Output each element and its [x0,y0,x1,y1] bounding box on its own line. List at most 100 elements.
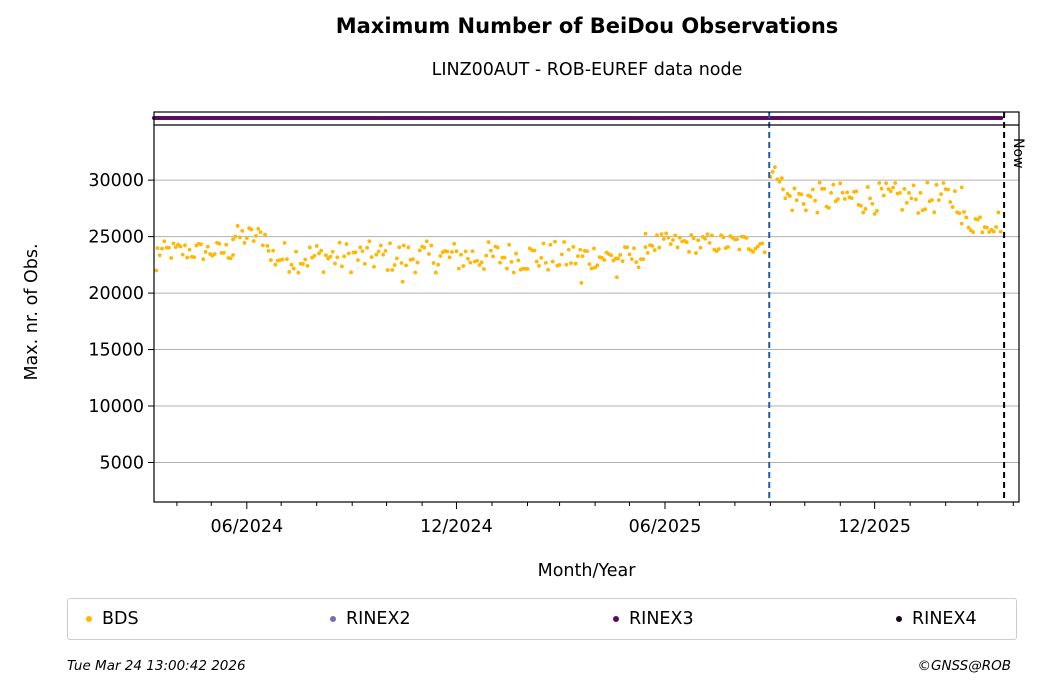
bds-point [726,245,730,249]
bds-point [801,202,806,206]
bds-point [537,263,541,268]
bds-point [975,217,980,222]
bds-point [959,185,964,190]
bds-point [845,190,850,195]
y-axis-label: Max. nr. of Obs. [22,243,42,380]
bds-point [491,254,496,259]
bds-point [498,260,502,265]
bds-point [323,253,328,258]
bds-point [303,257,308,262]
bds-point [815,210,820,215]
plot-frame [153,111,1020,503]
bds-point [511,270,516,275]
bds-point [369,255,374,260]
bds-point [913,197,918,202]
bds-point [808,194,813,199]
bds-point [477,263,482,267]
bds-point [349,270,353,275]
bds-point [831,182,836,187]
bds-point [424,239,429,244]
bds-point [865,185,870,189]
bds-point [836,197,840,201]
bds-point [427,252,431,256]
bds-point [166,245,171,250]
bds-point [779,176,784,181]
bds-point [534,259,539,264]
bds-point [399,261,404,265]
bds-point [562,240,567,244]
bds-point [657,245,662,250]
rinex-availability-strip [152,116,1004,120]
bds-point [362,261,367,266]
bds-point [397,245,402,250]
bds-point [509,259,514,264]
bds-point [580,254,585,259]
bds-point [385,268,390,272]
bds-point [904,200,909,205]
bds-point [251,239,256,243]
bds-point [256,226,261,231]
bds-point [770,169,775,174]
bds-point [804,208,808,213]
bds-point [966,225,971,230]
bds-point [431,261,436,265]
bds-point [178,244,183,249]
bds-point [634,260,639,265]
bds-point [822,186,827,191]
bds-point [461,264,466,268]
bds-point [504,266,509,271]
bds-point [978,215,982,220]
legend-marker-rinex3 [613,616,619,622]
bds-point [263,232,268,237]
bds-point [438,254,443,258]
x-axis: 06/2024 12/2024 06/2025 12/2025 [176,502,1014,537]
bds-point [737,247,742,252]
legend-marker-bds [86,616,92,622]
bds-point [381,252,386,257]
bds-point [609,253,614,258]
bds-point [661,237,666,241]
bds-point [744,236,749,240]
bds-point [691,236,696,241]
bds-point [932,210,937,215]
bds-point [330,249,335,254]
bds-point [659,232,664,237]
bds-point [185,255,190,260]
bds-point [783,196,788,201]
bds-point [573,261,578,266]
bds-point [312,253,317,258]
bds-point [694,251,698,255]
bds-point [861,210,866,215]
bds-point [335,255,340,260]
bds-point [376,249,381,254]
bds-point [291,266,296,271]
bds-point [289,262,294,267]
bds-point [705,232,710,237]
bds-point [394,256,399,261]
bds-point [790,208,795,213]
bds-point [454,249,459,254]
bds-point [249,227,254,232]
legend-item-rinex2: RINEX2 [330,599,411,639]
bds-point [817,180,822,185]
bds-point [794,198,799,203]
bds-point [436,262,441,267]
bds-point [333,261,337,266]
bds-point [849,196,854,201]
bds-point [452,241,457,246]
bds-point [401,243,406,248]
y-tick-label: 5000 [99,453,144,473]
bds-point [959,221,964,226]
bds-point [400,279,405,284]
bds-point [909,196,914,201]
x-axis-label: Month/Year [538,561,637,581]
rinex3-point [999,116,1004,120]
bds-point [671,238,675,242]
bds-point [629,257,634,262]
bds-point [636,265,641,270]
bds-point [539,255,544,260]
bds-point [941,181,946,185]
bds-point [950,205,955,209]
bds-point [858,203,863,208]
bds-point [502,255,507,260]
